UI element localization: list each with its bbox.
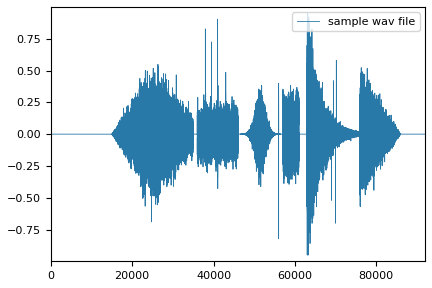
Legend: sample wav file: sample wav file: [292, 12, 419, 31]
